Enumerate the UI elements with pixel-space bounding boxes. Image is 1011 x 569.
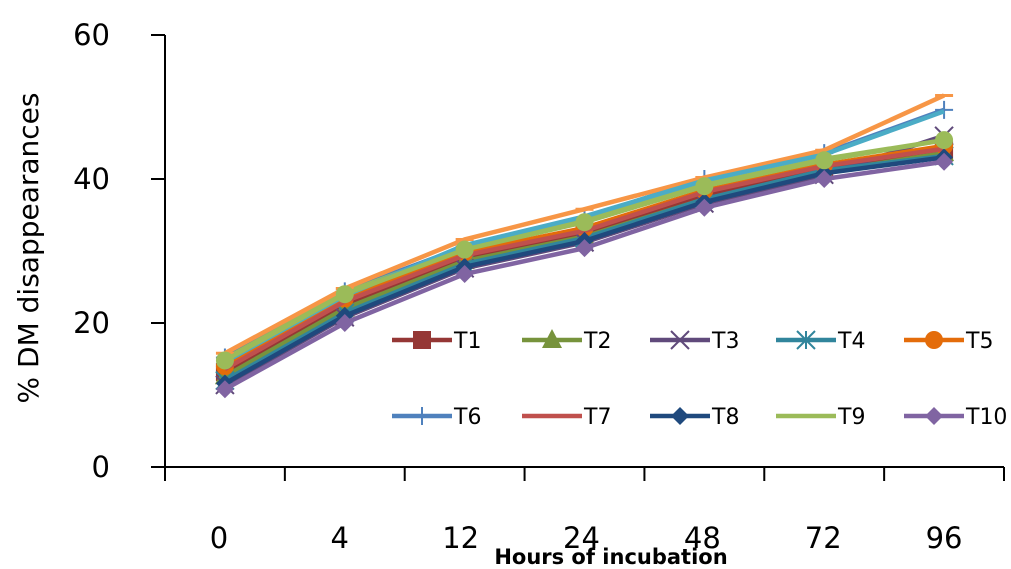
series-line bbox=[223, 159, 945, 392]
series-lines bbox=[214, 93, 955, 399]
legend-label: T2 bbox=[583, 329, 611, 354]
legend-marker bbox=[671, 407, 689, 425]
data-point bbox=[695, 198, 714, 217]
y-tick-label: 20 bbox=[73, 306, 110, 340]
series-unlabeled-12 bbox=[215, 131, 954, 370]
data-point bbox=[575, 239, 594, 258]
y-ticks: 0 20 40 60 bbox=[73, 18, 165, 484]
x-tick-label: 72 bbox=[805, 521, 842, 555]
x-tick-label: 0 bbox=[210, 521, 228, 555]
legend-item-t10: T10 bbox=[904, 405, 1007, 430]
data-point bbox=[935, 100, 954, 119]
y-tick-label: 40 bbox=[73, 162, 110, 196]
data-point bbox=[815, 170, 834, 188]
legend-item-t9: T9 bbox=[776, 405, 865, 430]
axes bbox=[164, 35, 1004, 468]
legend-item-t1: T1 bbox=[392, 329, 481, 354]
y-axis-title: % DM disappearances bbox=[12, 93, 45, 404]
legend-item-t4: T4 bbox=[776, 329, 865, 354]
legend-marker bbox=[670, 330, 690, 350]
legend-item-t8: T8 bbox=[650, 405, 739, 430]
x-tick-label: 12 bbox=[442, 521, 479, 555]
x-tick-label: 48 bbox=[684, 521, 721, 555]
legend-marker bbox=[542, 329, 562, 348]
y-tick-label: 60 bbox=[73, 18, 110, 52]
x-axis-title: Hours of incubation bbox=[494, 545, 727, 569]
legend-item-t6: T6 bbox=[392, 405, 481, 430]
data-point bbox=[215, 380, 234, 399]
legend-marker bbox=[925, 331, 943, 349]
data-point bbox=[335, 285, 354, 304]
legend-label: T3 bbox=[711, 329, 739, 354]
data-point bbox=[935, 131, 954, 150]
legend-marker bbox=[796, 330, 816, 350]
legend-label: T9 bbox=[837, 405, 865, 430]
legend-marker bbox=[413, 331, 431, 349]
legend-item-t5: T5 bbox=[904, 329, 993, 354]
y-tick-label: 0 bbox=[92, 450, 110, 484]
legend-label: T4 bbox=[837, 329, 865, 354]
data-point bbox=[455, 240, 474, 259]
x-tick-label: 4 bbox=[331, 521, 349, 555]
legend-label: T6 bbox=[453, 405, 481, 430]
legend: T1 T2 T3 T4 T5 T6 T7 T8 T9 T10 bbox=[392, 329, 1007, 430]
legend-item-t3: T3 bbox=[650, 329, 739, 354]
legend-marker bbox=[925, 407, 943, 425]
data-point bbox=[215, 351, 234, 370]
series-t10 bbox=[215, 152, 954, 399]
legend-item-t2: T2 bbox=[522, 329, 611, 354]
legend-item-t7: T7 bbox=[522, 405, 611, 430]
x-tick-label: 24 bbox=[563, 521, 600, 555]
legend-label: T7 bbox=[583, 405, 611, 430]
data-point bbox=[935, 152, 954, 171]
legend-label: T10 bbox=[965, 405, 1007, 430]
x-ticks: 0 4 12 24 48 72 96 bbox=[164, 467, 1005, 555]
legend-label: T1 bbox=[453, 329, 481, 354]
data-point bbox=[455, 265, 474, 284]
legend-label: T8 bbox=[711, 405, 739, 430]
data-point bbox=[815, 151, 834, 170]
data-point bbox=[695, 177, 714, 196]
legend-marker bbox=[413, 407, 431, 425]
series-t8 bbox=[215, 148, 954, 393]
data-point bbox=[335, 314, 354, 332]
data-point bbox=[575, 213, 594, 232]
legend-label: T5 bbox=[965, 329, 993, 354]
x-tick-label: 96 bbox=[926, 521, 963, 555]
